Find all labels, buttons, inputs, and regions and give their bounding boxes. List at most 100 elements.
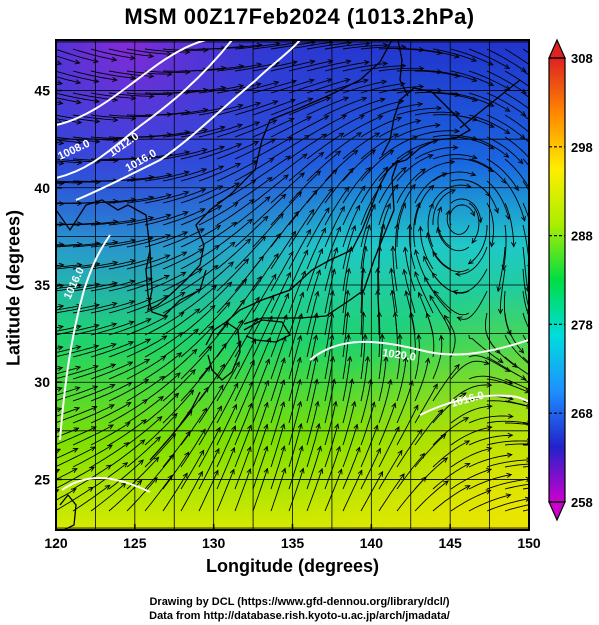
streamline-arrowhead [288,117,295,123]
streamline [360,133,399,160]
streamline-arrowhead [128,320,135,326]
streamline-arrowhead [383,355,389,362]
credit-drawing: Drawing by DCL (https://www.gfd-dennou.o… [149,596,450,608]
streamline-arrowhead [140,419,147,425]
streamline-arrowhead [417,225,424,232]
streamline [486,48,526,72]
streamline [414,457,448,490]
streamline [468,454,512,468]
streamline-arrowhead [200,188,207,194]
streamline-arrowhead [285,155,292,161]
streamline [342,246,352,292]
streamline-arrowhead [506,452,513,458]
streamline-arrowhead [122,462,129,468]
streamline-arrowhead [155,436,161,442]
streamline [468,114,510,134]
streamline [504,504,529,512]
streamline [378,473,405,512]
streamline [126,335,167,358]
streamline-arrowhead [386,202,391,209]
streamline [396,154,433,182]
streamline-arrowhead [513,185,519,192]
streamline-arrowhead [182,472,188,479]
streamline [252,193,286,226]
streamline-arrowhead [493,207,499,214]
streamline-arrowhead [57,100,64,106]
streamline [108,359,150,380]
streamline-arrowhead [247,402,253,409]
streamline-arrowhead [275,232,282,239]
streamline [378,167,407,204]
streamline-arrowhead [355,204,361,211]
streamline [90,462,128,490]
streamline-arrowhead [291,60,298,66]
streamline [162,168,207,182]
streamline [56,387,80,396]
streamline-arrowhead [432,383,438,390]
streamline [306,41,352,50]
streamline-arrowhead [335,150,342,156]
streamline [342,470,363,512]
streamline-arrowhead [272,100,279,106]
streamline-arrowhead [213,469,219,476]
streamline [360,268,365,314]
streamline-arrowhead [254,121,261,127]
streamline [198,302,231,336]
streamline-arrowhead [143,378,150,384]
streamline [414,358,429,402]
streamline-arrowhead [267,315,273,322]
streamline [56,304,100,314]
streamline [288,401,302,446]
streamline-arrowhead [291,79,298,85]
streamline-arrowhead [221,342,227,349]
streamline [396,453,425,490]
streamline [234,446,252,490]
streamline-arrowhead [266,336,272,343]
colorbar: 258 268 278 288 298 308 [548,38,593,522]
streamline [90,70,136,79]
streamline [414,161,455,182]
streamline [270,191,302,226]
streamline [324,247,338,292]
streamline-arrowhead [264,379,270,386]
streamline-arrowhead [463,417,470,423]
streamline [56,180,100,183]
streamline-arrowhead [380,223,386,230]
streamline-arrowhead [130,238,137,244]
streamline-arrowhead [336,225,341,232]
streamline [449,204,475,226]
streamline [450,92,494,107]
streamline [486,180,510,220]
streamline-arrowhead [417,291,423,298]
streamline [504,356,529,376]
streamline [180,305,216,336]
streamline [288,133,327,160]
x-tick-label: 140 [360,535,384,551]
streamline-arrowhead [397,449,403,456]
streamline [56,61,62,65]
streamline [497,246,506,292]
streamline [56,243,82,247]
streamline [234,235,266,270]
streamline-arrowhead [197,248,204,254]
streamline [342,115,383,138]
streamline [198,281,232,314]
streamline-arrowhead [303,249,309,256]
streamline [126,92,172,95]
streamline-arrowhead [487,60,494,66]
streamline-arrowhead [188,389,195,396]
streamline [56,447,78,459]
streamline [432,171,476,182]
streamline [144,251,187,270]
streamline-arrowhead [365,224,371,231]
streamline [108,217,154,226]
streamline [270,293,289,336]
streamline [457,290,488,320]
streamline [360,184,382,226]
streamline-arrowhead [344,186,350,193]
streamline-arrowhead [76,139,83,145]
streamline [90,422,131,446]
streamline [108,237,153,248]
streamline-arrowhead [460,392,467,398]
streamline-arrowhead [111,301,118,307]
